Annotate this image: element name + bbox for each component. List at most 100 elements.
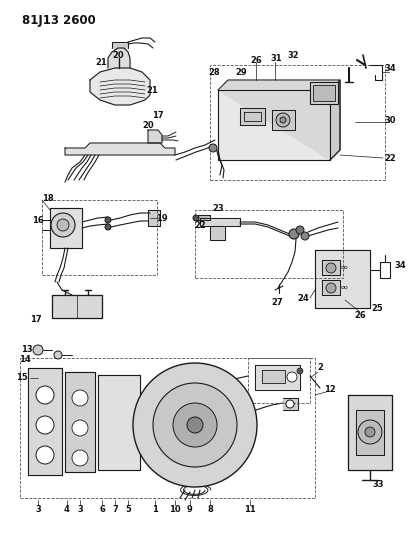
Text: 32: 32: [286, 51, 298, 60]
Polygon shape: [148, 210, 160, 226]
Polygon shape: [52, 295, 102, 318]
Polygon shape: [148, 130, 162, 143]
Circle shape: [357, 420, 381, 444]
Polygon shape: [282, 398, 297, 410]
Text: 81J13 2600: 81J13 2600: [22, 14, 96, 27]
Polygon shape: [200, 218, 239, 226]
Text: 21: 21: [95, 58, 107, 67]
Bar: [42, 200, 157, 275]
Polygon shape: [271, 110, 294, 130]
Text: 3: 3: [35, 505, 41, 514]
Text: 6: 6: [99, 505, 105, 514]
Circle shape: [72, 450, 88, 466]
Circle shape: [364, 427, 374, 437]
Circle shape: [105, 224, 111, 230]
Circle shape: [72, 420, 88, 436]
Polygon shape: [108, 48, 130, 68]
Polygon shape: [28, 368, 62, 475]
Text: 26: 26: [249, 55, 261, 64]
Text: 34: 34: [393, 261, 405, 270]
Text: 28: 28: [208, 68, 219, 77]
Text: 2: 2: [316, 364, 322, 373]
Text: 24: 24: [297, 294, 308, 303]
Text: 17: 17: [30, 316, 42, 325]
Bar: [247, 358, 309, 403]
Circle shape: [187, 417, 202, 433]
Circle shape: [288, 229, 298, 239]
Polygon shape: [112, 42, 128, 48]
Polygon shape: [90, 68, 150, 105]
Text: 26: 26: [353, 311, 365, 319]
Circle shape: [72, 390, 88, 406]
Text: 31: 31: [270, 53, 281, 62]
Text: 22: 22: [383, 154, 395, 163]
Polygon shape: [65, 143, 175, 155]
Polygon shape: [65, 372, 95, 472]
Text: 1: 1: [152, 505, 157, 514]
Circle shape: [105, 217, 111, 223]
Circle shape: [279, 117, 285, 123]
Polygon shape: [218, 90, 329, 160]
Text: 9: 9: [187, 505, 192, 514]
Polygon shape: [347, 395, 391, 470]
Circle shape: [286, 372, 296, 382]
Polygon shape: [98, 375, 139, 470]
Text: 30: 30: [383, 116, 395, 125]
Circle shape: [325, 283, 335, 293]
Circle shape: [57, 219, 69, 231]
Circle shape: [36, 416, 54, 434]
Circle shape: [295, 226, 303, 234]
Circle shape: [33, 345, 43, 355]
Text: 12: 12: [324, 385, 335, 394]
Text: 14: 14: [19, 356, 31, 365]
Text: 20: 20: [112, 51, 124, 60]
Polygon shape: [50, 208, 82, 248]
Bar: [20, 358, 314, 498]
Bar: [312, 85, 334, 101]
Text: 15: 15: [16, 374, 28, 383]
Text: 7: 7: [112, 505, 118, 514]
Text: 34: 34: [383, 63, 395, 72]
Circle shape: [209, 144, 216, 152]
Polygon shape: [261, 370, 284, 383]
Text: 20: 20: [142, 120, 153, 130]
Bar: [209, 65, 384, 180]
Text: 5: 5: [125, 505, 130, 514]
Polygon shape: [321, 280, 339, 295]
Text: 23: 23: [212, 204, 223, 213]
Polygon shape: [355, 410, 383, 455]
Circle shape: [133, 363, 256, 487]
Polygon shape: [314, 250, 369, 308]
Circle shape: [296, 368, 302, 374]
Bar: [195, 210, 342, 278]
Circle shape: [325, 263, 335, 273]
Polygon shape: [239, 108, 264, 125]
Text: 11: 11: [243, 505, 255, 514]
Text: 22: 22: [193, 221, 205, 230]
Text: 29: 29: [235, 68, 246, 77]
Text: 8: 8: [207, 505, 212, 514]
Text: oo: oo: [340, 264, 348, 270]
Polygon shape: [218, 80, 339, 160]
Text: 10: 10: [169, 505, 180, 514]
Text: 18: 18: [42, 193, 54, 203]
Circle shape: [285, 400, 293, 408]
Circle shape: [193, 215, 198, 221]
Text: 16: 16: [32, 215, 44, 224]
Text: 4: 4: [64, 505, 70, 514]
Text: 27: 27: [270, 297, 282, 306]
Text: 21: 21: [146, 85, 157, 94]
Circle shape: [153, 383, 236, 467]
Circle shape: [54, 351, 62, 359]
Circle shape: [173, 403, 216, 447]
Text: 13: 13: [21, 345, 33, 354]
Circle shape: [300, 232, 308, 240]
Polygon shape: [321, 260, 339, 275]
Circle shape: [36, 386, 54, 404]
Text: 19: 19: [156, 214, 167, 222]
Text: 17: 17: [152, 110, 164, 119]
Text: 25: 25: [370, 303, 382, 312]
Polygon shape: [198, 215, 209, 220]
Bar: [309, 82, 337, 104]
Circle shape: [51, 213, 75, 237]
